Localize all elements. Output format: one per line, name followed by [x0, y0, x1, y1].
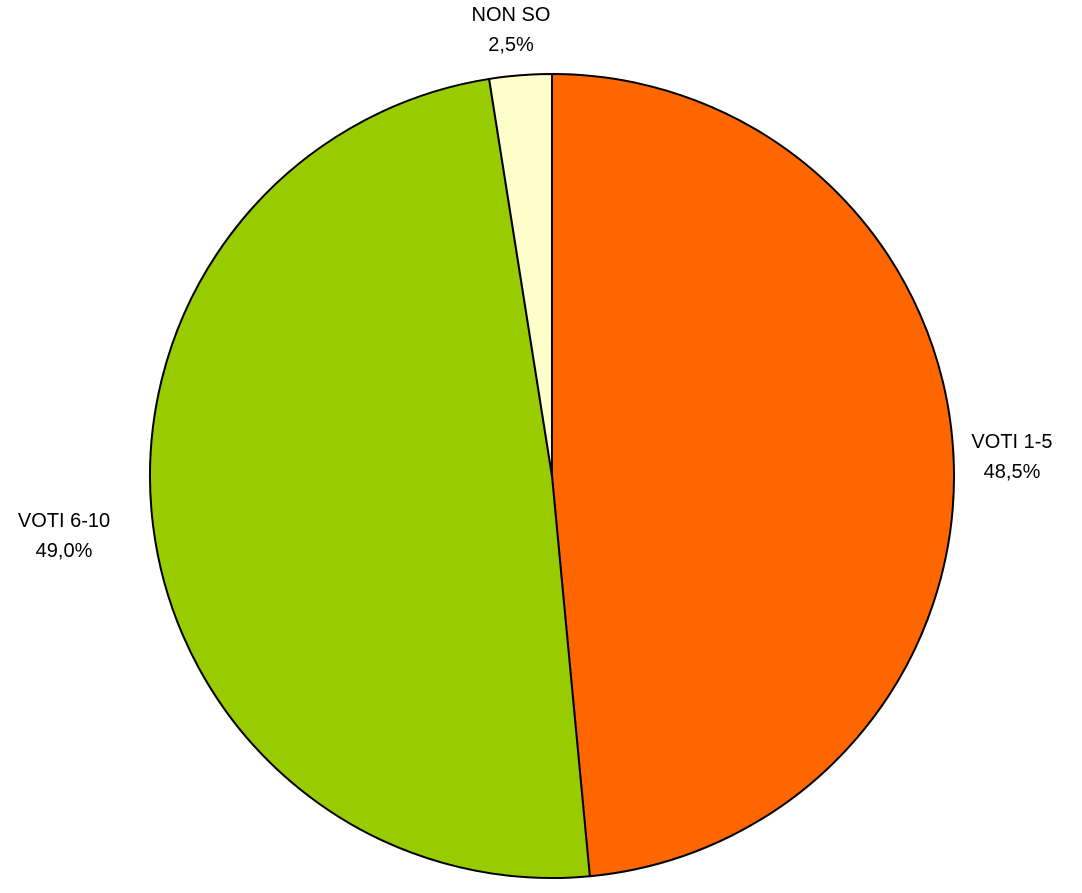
slice-label: VOTI 1-5: [971, 431, 1052, 453]
pie-slice-voti-6-10: [149, 77, 591, 879]
pie-slice-non-so: [488, 73, 553, 477]
slice-label: NON SO: [472, 4, 551, 26]
pie-slice-voti-1-5: [551, 73, 955, 878]
slice-value-label: 2,5%: [488, 34, 534, 56]
slice-value-label: 49,0%: [36, 540, 93, 562]
slice-value-label: 48,5%: [984, 461, 1041, 483]
slice-label: VOTI 6-10: [18, 510, 110, 532]
pie-labels: VOTI 1-5 48,5% VOTI 6-10 49,0% NON SO 2,5%: [18, 4, 1053, 562]
pie-slices: [149, 73, 955, 879]
